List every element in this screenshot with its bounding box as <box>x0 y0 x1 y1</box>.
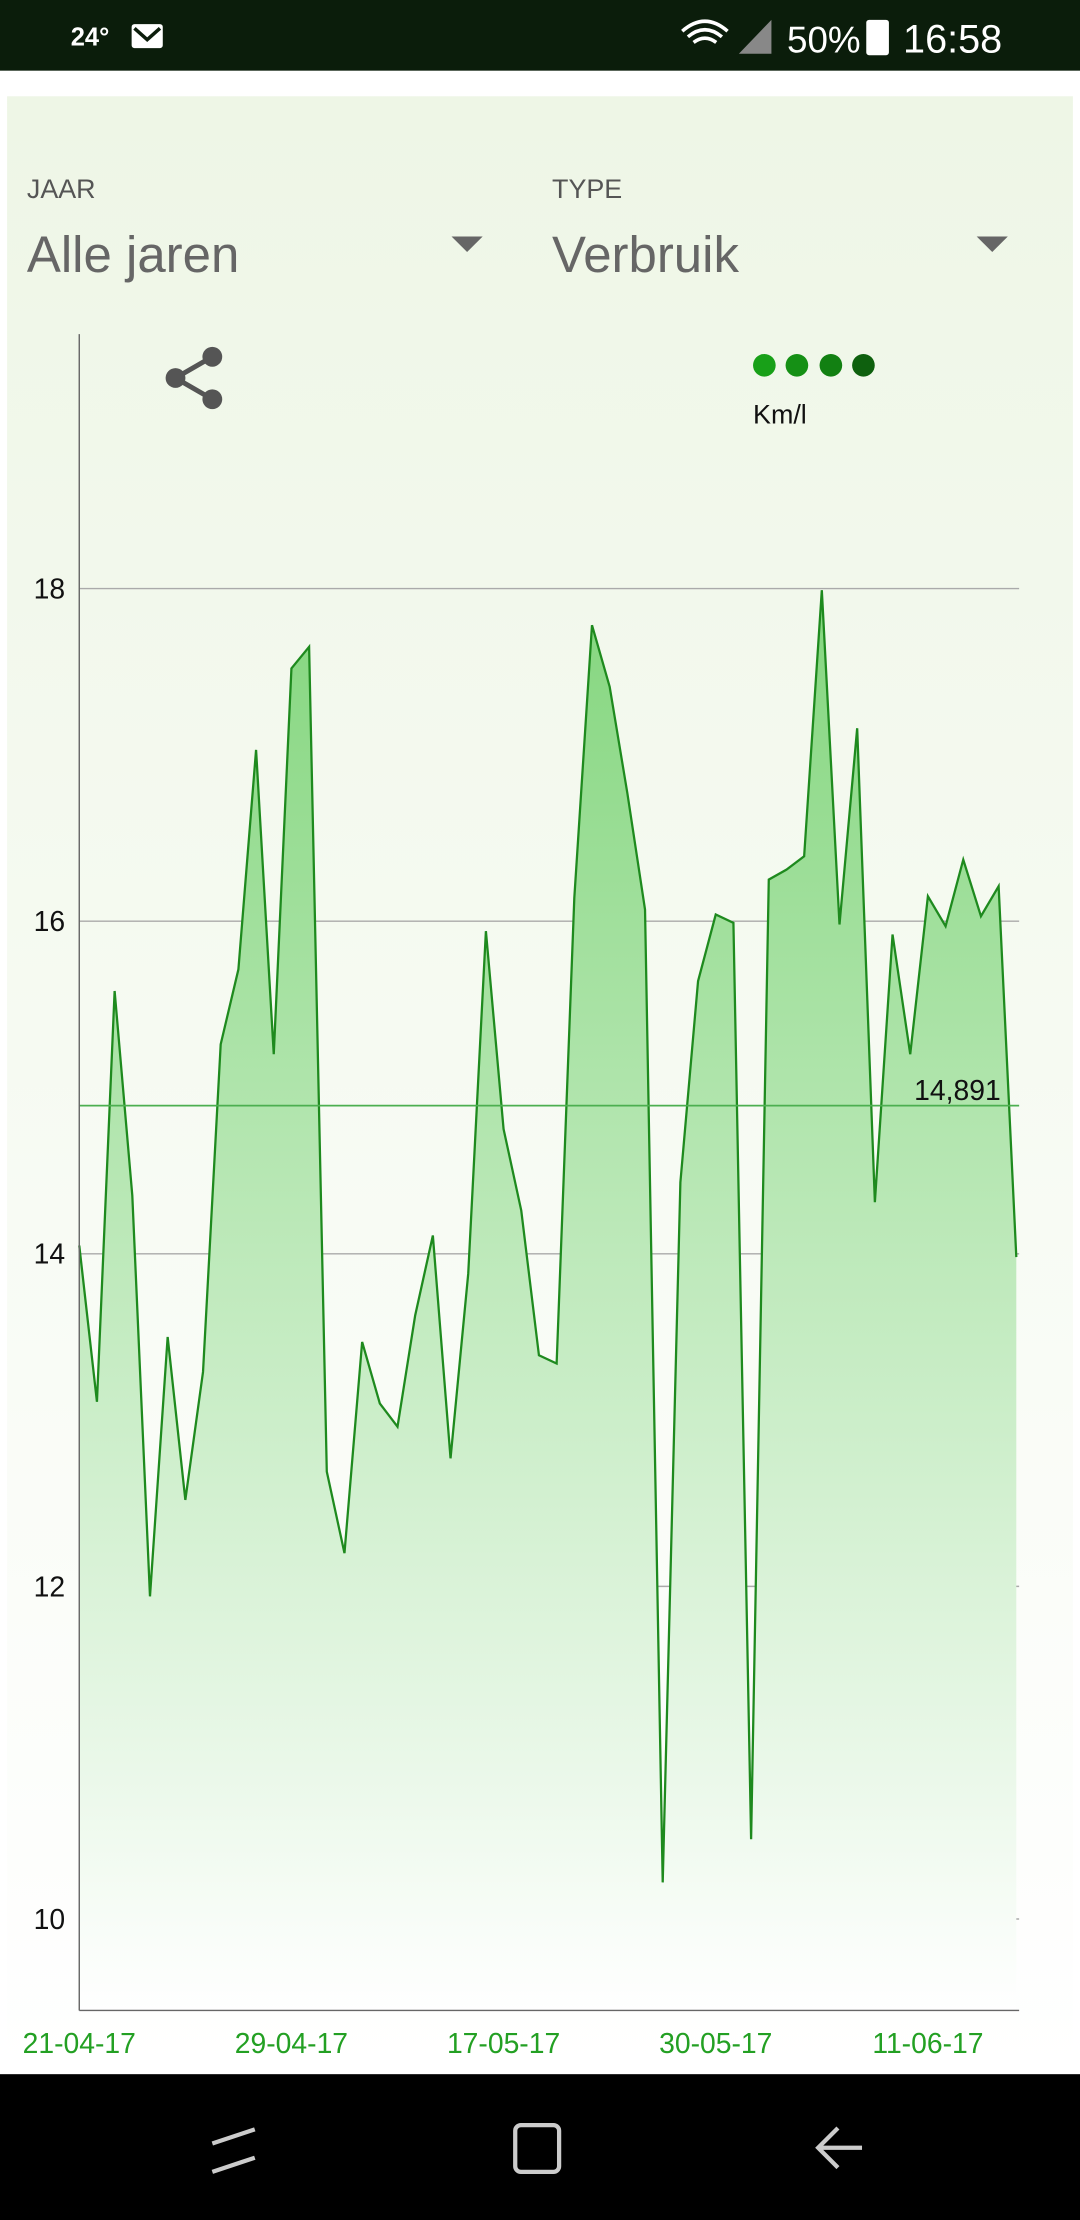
x-tick-label: 21-04-17 <box>23 2027 136 2059</box>
area-line <box>78 590 1018 1883</box>
legend: Km/l <box>753 353 875 429</box>
share-button[interactable] <box>165 346 223 410</box>
plot: 10 12 14 16 18 14,891 21-04-17 29-04-17 17-05-17… <box>23 334 1020 2059</box>
legend-dot <box>819 353 843 377</box>
status-bar <box>0 0 1080 71</box>
battery-icon <box>866 19 889 56</box>
x-tick-label: 11-06-17 <box>872 2027 983 2059</box>
battery-percent: 50% <box>787 19 861 60</box>
dropdown-arrow[interactable] <box>451 236 483 253</box>
area-fill <box>79 590 1017 2011</box>
x-tick-label: 17-05-17 <box>447 2027 560 2059</box>
x-tick-label: 30-05-17 <box>659 2027 772 2059</box>
temperature: 24° <box>71 23 110 51</box>
y-tick-label: 10 <box>34 1903 65 1935</box>
signal-icon <box>738 19 772 54</box>
share-icon-dot[interactable] <box>202 389 223 410</box>
recents-button[interactable] <box>211 2127 256 2174</box>
mail-icon-flap <box>133 26 162 43</box>
legend-label: Km/l <box>753 399 807 429</box>
type-filter[interactable]: TYPE Verbruik <box>552 174 1008 283</box>
nav-bar <box>0 2074 1080 2220</box>
legend-dot <box>753 353 776 377</box>
y-tick-label: 18 <box>34 572 65 604</box>
back-button[interactable] <box>815 2126 863 2170</box>
legend-dot <box>852 353 875 377</box>
share-icon-dot[interactable] <box>202 346 223 367</box>
home-button[interactable] <box>513 2123 562 2174</box>
share-icon-dot[interactable] <box>165 368 186 388</box>
mail-icon <box>131 24 163 49</box>
filter-value[interactable]: Alle jaren <box>27 226 239 283</box>
average-label: 14,891 <box>914 1074 1001 1106</box>
dropdown-arrow[interactable] <box>976 236 1008 253</box>
year-filter[interactable]: JAAR Alle jaren <box>27 174 483 283</box>
y-tick-label: 16 <box>34 905 65 937</box>
y-tick-label: 12 <box>34 1570 65 1602</box>
clock: 16:58 <box>903 17 1002 61</box>
filter-label: TYPE <box>552 174 622 204</box>
filter-value[interactable]: Verbruik <box>552 226 739 283</box>
wifi-icon <box>681 19 729 44</box>
legend-dot <box>785 353 809 377</box>
x-tick-label: 29-04-17 <box>235 2027 348 2059</box>
filter-label: JAAR <box>27 174 96 204</box>
y-tick-label: 14 <box>34 1238 65 1270</box>
